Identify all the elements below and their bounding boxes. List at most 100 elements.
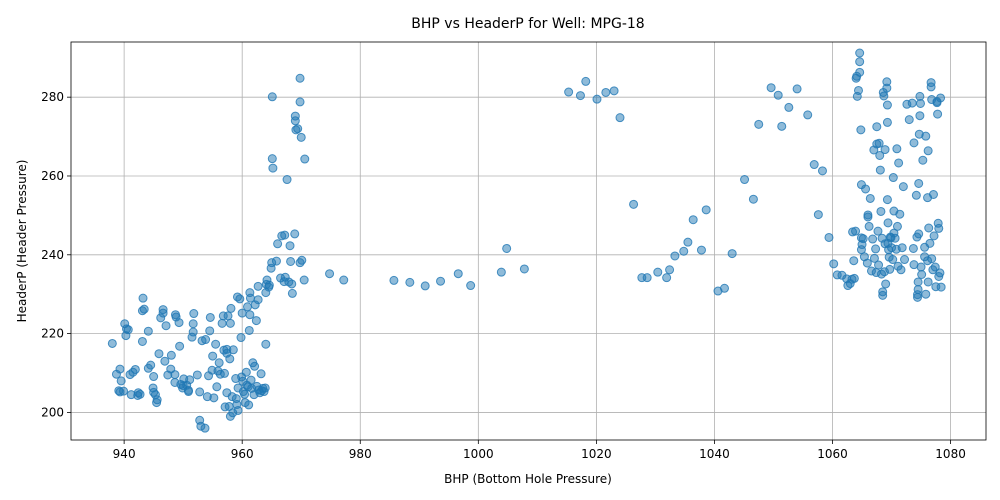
data-points: [107, 48, 946, 433]
data-point: [225, 318, 235, 328]
data-point: [300, 154, 310, 164]
data-point: [339, 275, 349, 285]
data-point: [123, 325, 133, 335]
data-point: [466, 281, 476, 291]
data-point: [188, 319, 198, 329]
data-point: [868, 234, 878, 244]
x-tick-label: 1040: [699, 447, 730, 461]
data-point: [160, 356, 170, 366]
data-point: [241, 367, 251, 377]
data-point: [864, 221, 874, 231]
data-point: [228, 345, 238, 355]
data-point: [904, 115, 914, 125]
data-point: [930, 262, 940, 272]
data-point: [246, 375, 256, 385]
data-point: [195, 387, 205, 397]
data-point: [869, 253, 879, 263]
data-point: [267, 92, 277, 102]
data-point: [879, 91, 889, 101]
data-point: [420, 281, 430, 291]
x-tick-label: 980: [349, 447, 372, 461]
data-point: [253, 281, 263, 291]
data-point: [175, 341, 185, 351]
data-point: [665, 265, 675, 275]
data-point: [882, 195, 892, 205]
data-point: [936, 282, 946, 292]
data-point: [934, 223, 944, 233]
data-point: [777, 121, 787, 131]
data-point: [286, 256, 296, 266]
data-point: [325, 269, 335, 279]
data-point: [909, 138, 919, 148]
data-point: [253, 295, 263, 305]
data-point: [149, 372, 159, 382]
grid: [71, 42, 986, 440]
data-point: [853, 85, 863, 95]
data-point: [895, 209, 905, 219]
data-point: [290, 229, 300, 239]
data-point: [927, 254, 937, 264]
data-point: [911, 190, 921, 200]
data-point: [299, 275, 309, 285]
data-point: [260, 383, 270, 393]
data-point: [188, 327, 198, 337]
data-point: [107, 338, 117, 348]
data-point: [240, 389, 250, 399]
data-point: [936, 93, 946, 103]
y-tick-label: 200: [41, 405, 64, 419]
data-point: [158, 308, 168, 318]
data-point: [688, 215, 698, 225]
data-point: [855, 67, 865, 77]
data-point: [881, 279, 891, 289]
data-point: [907, 98, 917, 108]
x-axis-label: BHP (Bottom Hole Pressure): [444, 472, 612, 486]
x-tick-label: 1060: [817, 447, 848, 461]
data-point: [200, 423, 210, 433]
data-point: [251, 316, 261, 326]
data-point: [888, 255, 898, 265]
data-point: [139, 304, 149, 314]
x-tick-label: 940: [113, 447, 136, 461]
data-point: [935, 268, 945, 278]
data-point: [933, 109, 943, 119]
y-tick-label: 280: [41, 90, 64, 104]
data-point: [913, 277, 923, 287]
data-point: [282, 175, 292, 185]
data-point: [913, 292, 923, 302]
data-point: [183, 385, 193, 395]
data-point: [871, 244, 881, 254]
data-point: [803, 110, 813, 120]
data-point: [882, 100, 892, 110]
data-point: [873, 226, 883, 236]
data-point: [519, 264, 529, 274]
data-point: [208, 351, 218, 361]
data-point: [727, 249, 737, 259]
data-point: [915, 111, 925, 121]
data-point: [670, 251, 680, 261]
data-point: [851, 226, 861, 236]
data-point: [295, 97, 305, 107]
data-point: [914, 229, 924, 239]
data-point: [865, 193, 875, 203]
data-point: [896, 265, 906, 275]
x-tick-label: 1080: [935, 447, 966, 461]
data-point: [205, 326, 215, 336]
data-point: [161, 321, 171, 331]
data-point: [609, 86, 619, 96]
data-point: [784, 102, 794, 112]
data-point: [874, 260, 884, 270]
data-point: [874, 138, 884, 148]
data-point: [813, 210, 823, 220]
data-point: [212, 382, 222, 392]
data-point: [223, 311, 233, 321]
data-point: [267, 154, 277, 164]
data-point: [719, 283, 729, 293]
data-point: [878, 290, 888, 300]
data-point: [244, 325, 254, 335]
data-point: [189, 309, 199, 319]
data-point: [592, 94, 602, 104]
data-point: [405, 277, 415, 287]
data-point: [917, 269, 927, 279]
data-point: [205, 312, 215, 322]
